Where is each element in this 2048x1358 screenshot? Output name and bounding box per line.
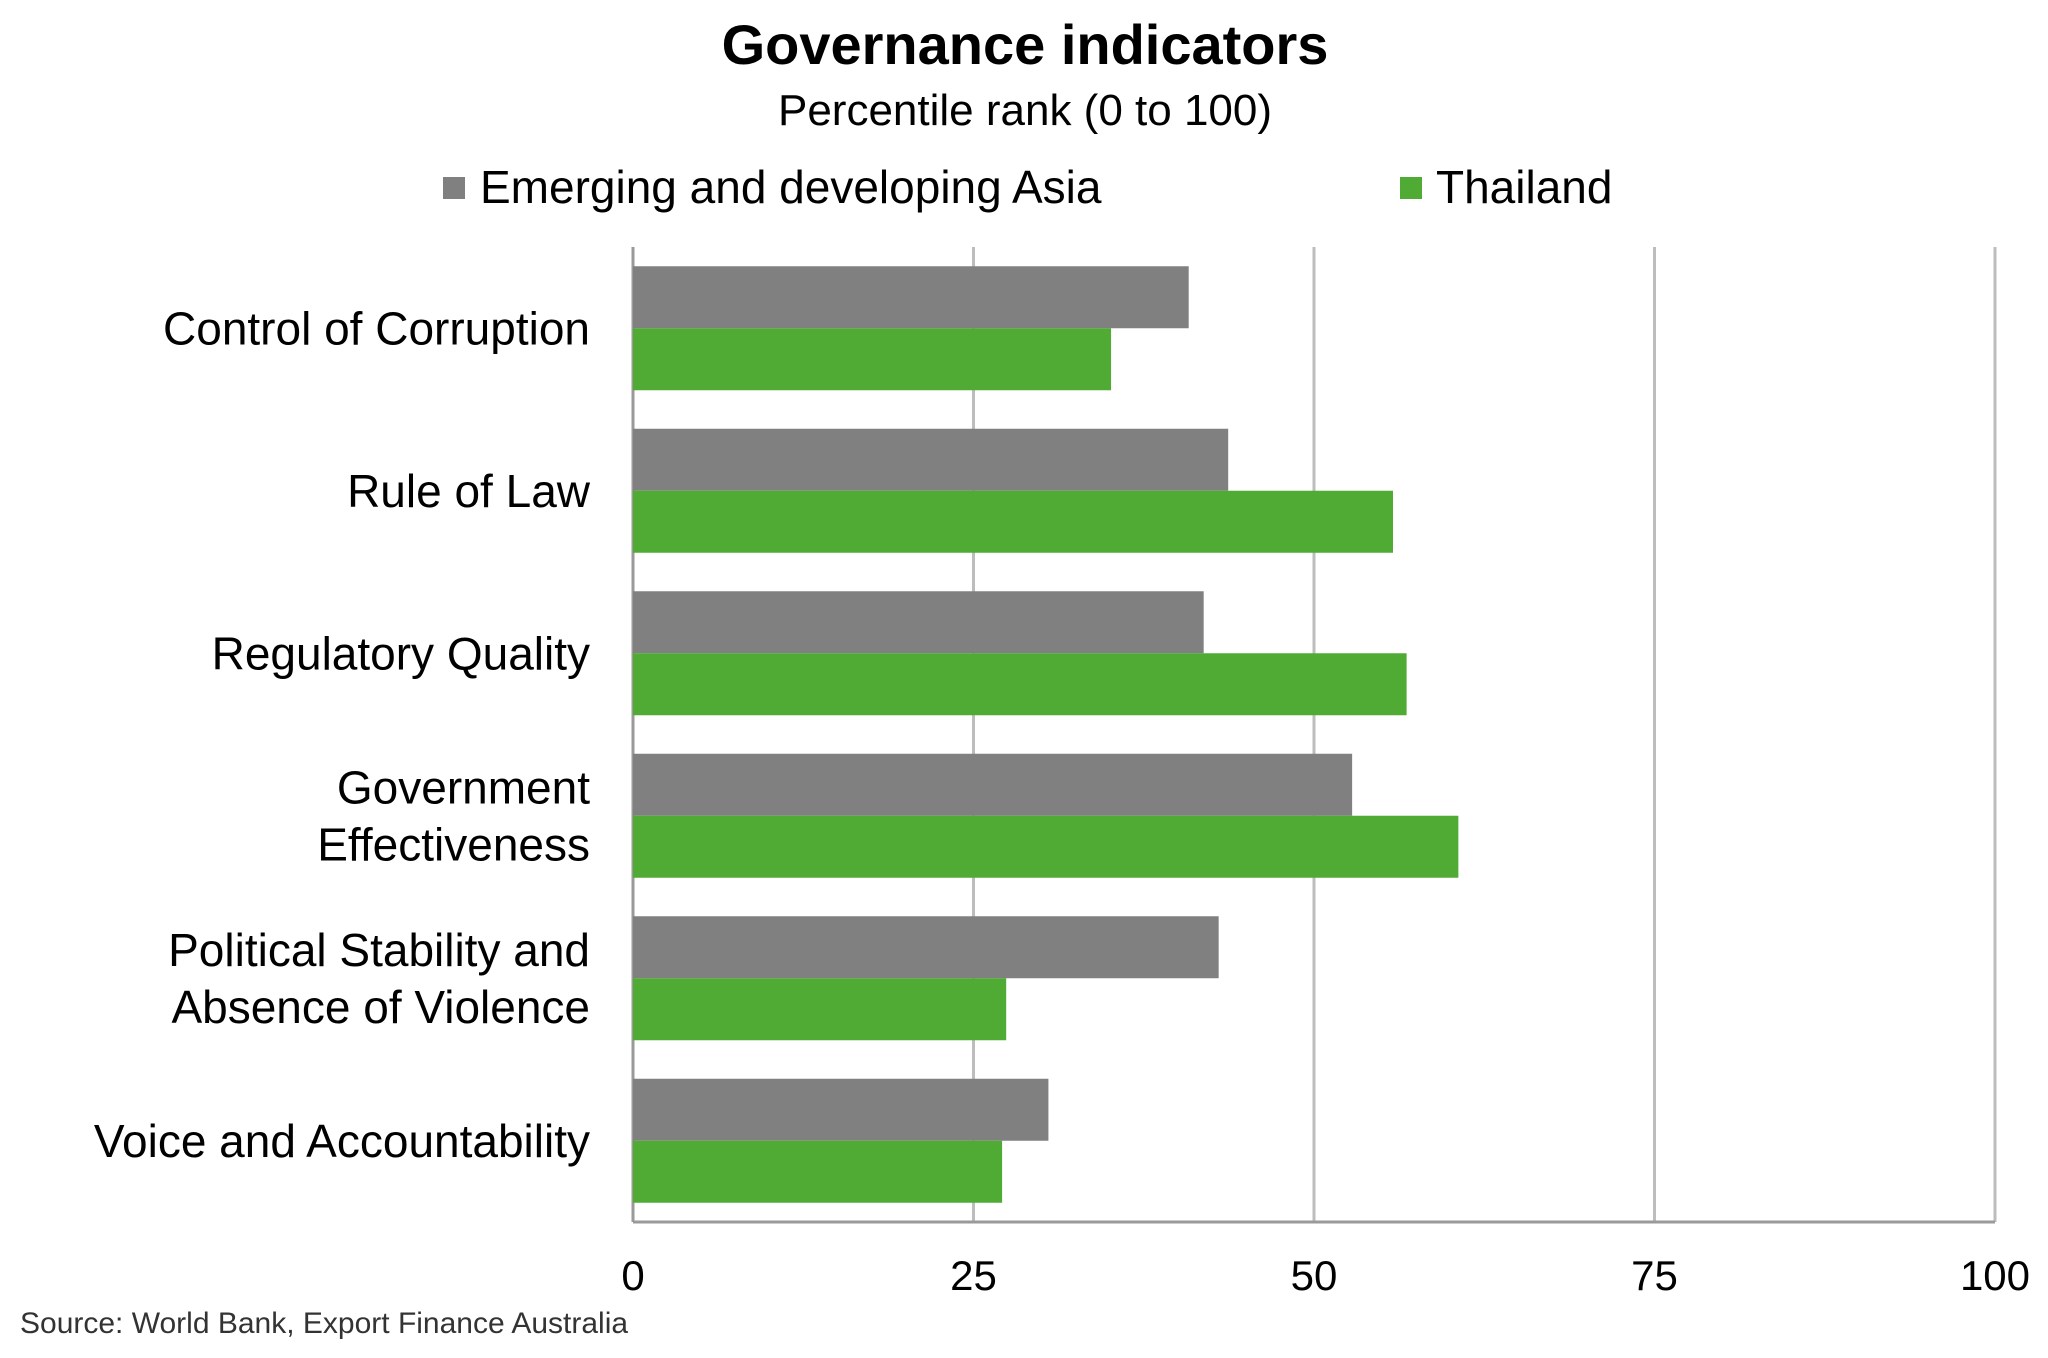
bar	[633, 815, 1459, 878]
category-label: Control of Corruption	[163, 302, 590, 354]
bar	[633, 978, 1007, 1041]
chart-title: Governance indicators	[722, 13, 1329, 76]
category-label: Effectiveness	[317, 818, 590, 870]
bar	[633, 1140, 1003, 1203]
category-label: Voice and Accountability	[94, 1115, 590, 1167]
legend-swatch-asia	[443, 177, 465, 199]
source-note: Source: World Bank, Export Finance Austr…	[20, 1307, 628, 1340]
category-labels: Control of Corruption Rule of Law Regulato…	[94, 302, 591, 1167]
x-tick-label: 100	[1960, 1252, 2030, 1299]
bar	[633, 916, 1219, 979]
legend-swatch-thailand	[1400, 177, 1422, 199]
category-label: Absence of Violence	[171, 981, 590, 1033]
legend-label-asia: Emerging and developing Asia	[480, 161, 1102, 213]
x-tick-label: 75	[1631, 1252, 1678, 1299]
category-label: Rule of Law	[347, 465, 591, 517]
x-tick-label: 0	[621, 1252, 644, 1299]
x-tick-label: 25	[950, 1252, 997, 1299]
bar	[633, 1078, 1049, 1141]
bar	[633, 490, 1393, 553]
bar	[633, 328, 1112, 391]
x-tick-label: 50	[1291, 1252, 1338, 1299]
x-axis-ticks: 0 25 50 75 100	[621, 1252, 2030, 1299]
bar	[633, 428, 1229, 491]
legend: Emerging and developing Asia Thailand	[443, 161, 1612, 213]
bar	[633, 753, 1353, 816]
bars	[633, 266, 1459, 1203]
category-label: Regulatory Quality	[212, 627, 590, 679]
bar	[633, 266, 1189, 329]
bar	[633, 653, 1407, 716]
grid	[631, 247, 1997, 1224]
bar	[633, 591, 1204, 654]
legend-label-thailand: Thailand	[1436, 161, 1612, 213]
category-label: Political Stability and	[168, 924, 590, 976]
category-label: Government	[337, 761, 590, 813]
chart-subtitle: Percentile rank (0 to 100)	[778, 86, 1272, 135]
